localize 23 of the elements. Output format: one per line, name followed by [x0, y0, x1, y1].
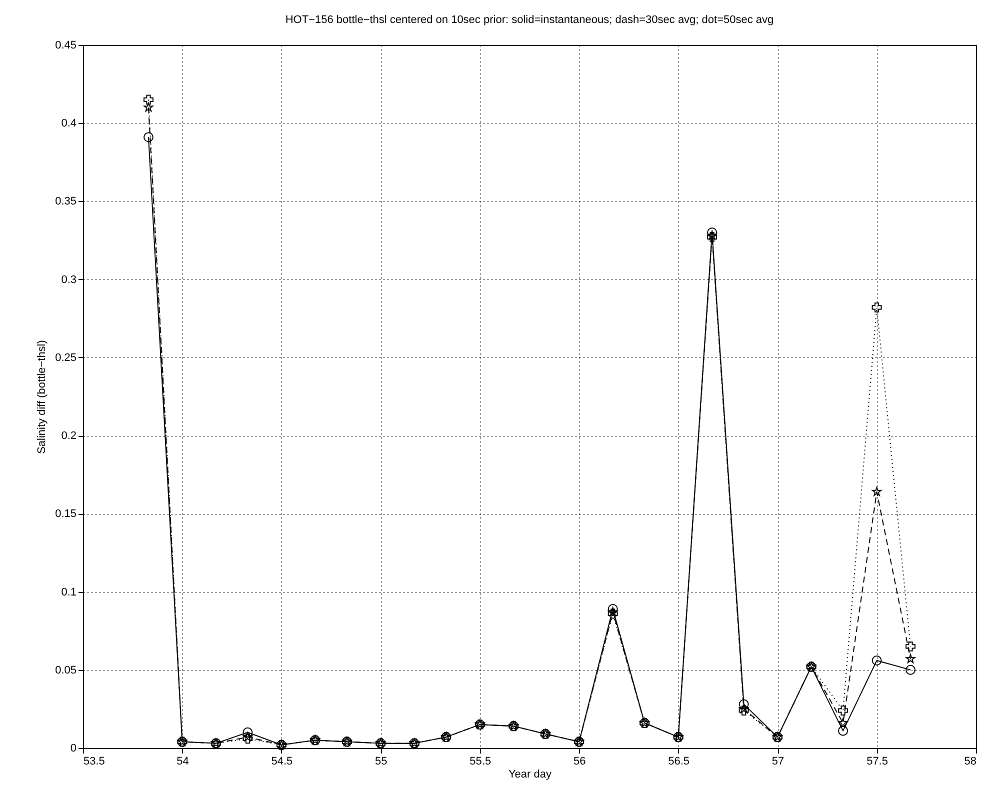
y-tick-label: 0.3	[61, 274, 76, 286]
x-tick-label: 53.5	[84, 756, 105, 768]
y-tick-label: 0.35	[55, 196, 76, 208]
y-tick-label: 0.45	[55, 40, 76, 52]
x-tick-label: 58	[964, 756, 976, 768]
y-tick-label: 0.4	[61, 118, 76, 130]
y-tick-label: 0.15	[55, 508, 76, 520]
y-tick-label: 0.05	[55, 664, 76, 676]
x-tick-label: 54	[176, 756, 189, 768]
x-tick-label: 55.5	[470, 756, 492, 768]
chart-title: HOT−156 bottle−thsl centered on 10sec prior: solid=instantaneous; dash=30sec avg; dot=50sec avg	[285, 14, 774, 26]
x-axis-title: Year day	[508, 768, 552, 780]
y-axis-title: Salinity diff (bottle−thsl)	[36, 340, 48, 454]
x-tick-label: 56.5	[668, 756, 690, 768]
x-tick-label: 54.5	[271, 756, 293, 768]
x-tick-label: 57.5	[866, 756, 888, 768]
y-tick-label: 0.25	[55, 352, 76, 364]
y-tick-label: 0	[70, 742, 76, 754]
x-tick-label: 56	[573, 756, 586, 768]
y-tick-label: 0.1	[61, 586, 76, 598]
x-tick-label: 57	[772, 756, 784, 768]
x-tick-label: 55	[375, 756, 388, 768]
y-tick-label: 0.2	[61, 430, 76, 442]
